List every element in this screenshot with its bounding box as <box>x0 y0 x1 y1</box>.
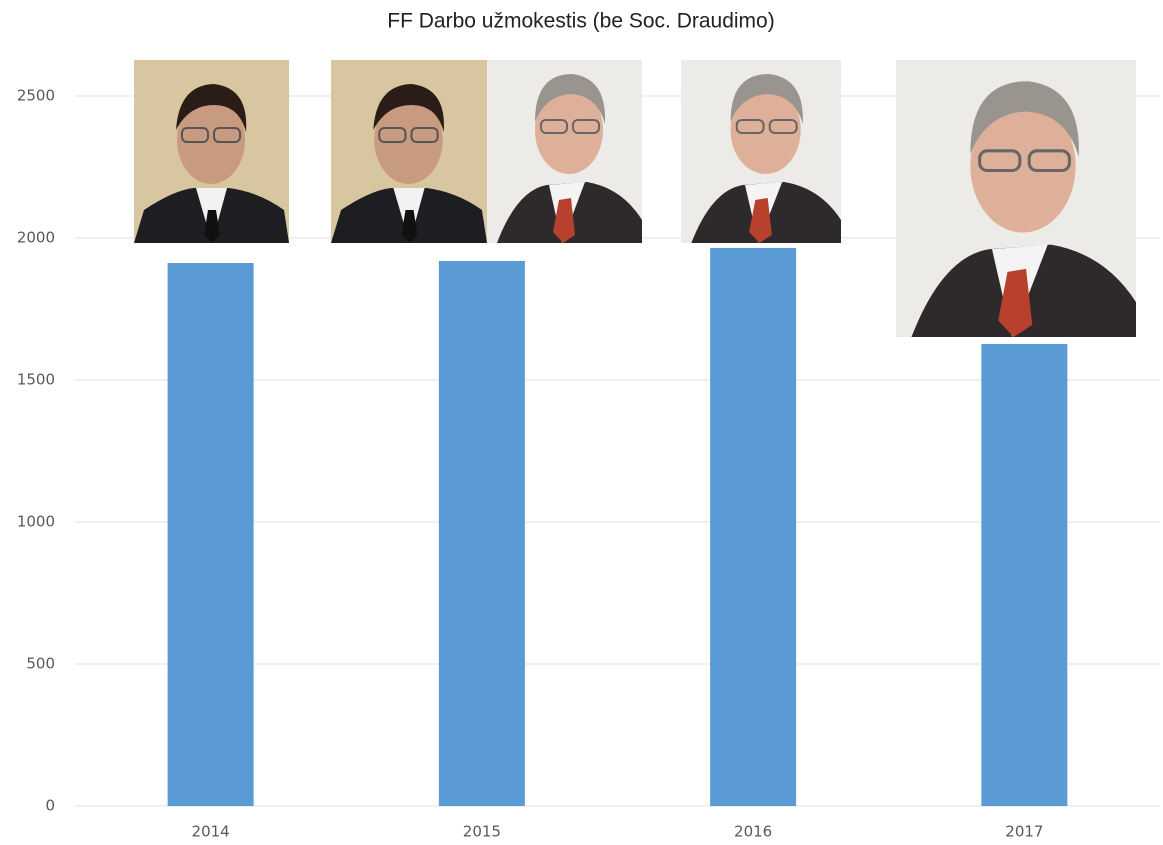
bar <box>439 261 525 806</box>
x-tick-label: 2014 <box>192 823 230 841</box>
chart-title: FF Darbo užmokestis (be Soc. Draudimo) <box>387 10 774 33</box>
y-tick-label: 2500 <box>17 87 55 105</box>
y-tick-label: 1500 <box>17 371 55 389</box>
chart: FF Darbo užmokestis (be Soc. Draudimo) 0… <box>0 0 1163 845</box>
y-tick-label: 2000 <box>17 229 55 247</box>
portrait <box>681 60 841 243</box>
x-tick-label: 2017 <box>1005 823 1043 841</box>
bar <box>981 344 1067 806</box>
x-tick-label: 2016 <box>734 823 772 841</box>
y-tick-label: 1000 <box>17 513 55 531</box>
bar <box>710 248 796 806</box>
portrait <box>331 60 487 243</box>
bar <box>168 263 254 806</box>
page: FF Darbo užmokestis (be Soc. Draudimo) 0… <box>0 0 1163 845</box>
portrait <box>896 60 1136 337</box>
y-tick-label: 500 <box>26 655 55 673</box>
portrait <box>134 60 289 243</box>
x-tick-label: 2015 <box>463 823 501 841</box>
portrait <box>487 60 642 243</box>
y-tick-label: 0 <box>45 797 55 815</box>
